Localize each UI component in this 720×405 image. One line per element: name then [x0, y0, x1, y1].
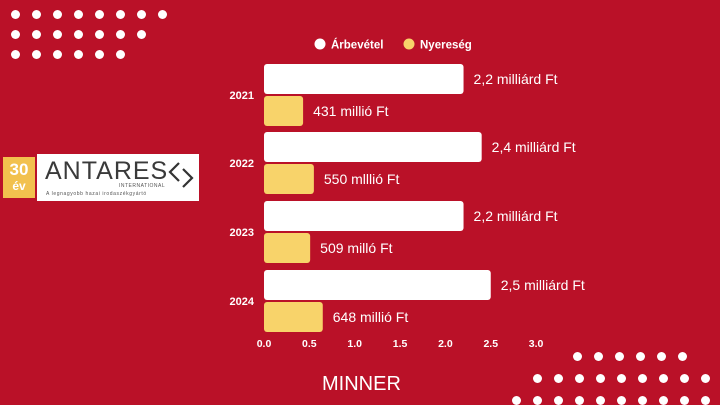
logo-name: ANTARES — [45, 157, 169, 185]
decorative-dot — [512, 396, 521, 405]
decorative-dot — [32, 50, 41, 59]
bar-profit — [264, 233, 311, 263]
decorative-dot — [596, 374, 605, 383]
category-label: 2022 — [230, 158, 254, 170]
bar-revenue — [264, 201, 464, 231]
decorative-dot — [659, 396, 668, 405]
x-tick-label: 1.0 — [347, 338, 362, 350]
legend-label-0: Árbevétel — [331, 39, 383, 52]
decorative-dot — [594, 352, 603, 361]
decorative-dot — [680, 396, 689, 405]
decorative-dot — [95, 10, 104, 19]
decorative-dot — [11, 50, 20, 59]
decorative-dot — [11, 30, 20, 39]
decorative-dot — [74, 10, 83, 19]
decorative-dot — [554, 396, 563, 405]
decorative-dot — [680, 374, 689, 383]
decorative-dot — [74, 50, 83, 59]
data-label: 550 mlllió Ft — [324, 171, 400, 187]
decorative-dot — [554, 374, 563, 383]
decorative-dot — [116, 50, 125, 59]
data-label: 2,5 milliárd Ft — [501, 277, 585, 293]
logo-subtitle: INTERNATIONAL — [119, 183, 166, 189]
decorative-dot — [636, 352, 645, 361]
antares-logo: ANTARES INTERNATIONAL A legnagyobb hazai… — [37, 154, 199, 201]
decorative-dot — [32, 10, 41, 19]
data-label: 431 millió Ft — [313, 103, 389, 119]
decorative-dot — [137, 30, 146, 39]
decorative-dot — [638, 396, 647, 405]
decorative-dot — [573, 352, 582, 361]
logo-tagline: A legnagyobb hazai irodaszékgyártó — [46, 191, 147, 197]
decorative-dot — [53, 30, 62, 39]
decorative-dot — [137, 10, 146, 19]
legend-marker-1 — [403, 38, 415, 50]
decorative-dot — [53, 50, 62, 59]
decorative-dot — [657, 352, 666, 361]
x-tick-label: 3.0 — [529, 338, 544, 350]
decorative-dot — [617, 374, 626, 383]
decorative-dot — [158, 10, 167, 19]
decorative-dot — [638, 374, 647, 383]
chevron-arrows-icon — [168, 162, 194, 188]
decorative-dot — [53, 10, 62, 19]
anniversary-badge: 30 év — [3, 157, 35, 198]
legend-label-1: Nyereség — [420, 40, 472, 52]
x-tick-label: 0.0 — [257, 338, 272, 350]
data-label: 2,2 milliárd Ft — [474, 208, 558, 224]
decorative-dot — [116, 30, 125, 39]
bar-profit — [264, 96, 304, 126]
bar-revenue — [264, 270, 491, 300]
brand-name: MINNER — [322, 373, 401, 395]
bar-profit — [264, 164, 314, 194]
decorative-dot — [701, 374, 710, 383]
data-label: 2,2 milliárd Ft — [474, 71, 558, 87]
anniversary-unit: év — [12, 179, 26, 193]
decorative-dot — [11, 10, 20, 19]
decorative-dot — [95, 50, 104, 59]
decorative-dot — [701, 396, 710, 405]
x-tick-label: 2.5 — [483, 338, 498, 350]
decorative-dot — [74, 30, 83, 39]
decorative-dot — [32, 30, 41, 39]
decorative-dot — [533, 374, 542, 383]
decorative-dot — [575, 396, 584, 405]
x-tick-label: 1.5 — [393, 338, 408, 350]
bar-revenue — [264, 64, 464, 94]
decorative-dot — [615, 352, 624, 361]
data-label: 509 milló Ft — [320, 240, 392, 256]
decorative-dot — [678, 352, 687, 361]
decorative-dot — [116, 10, 125, 19]
decorative-dot — [95, 30, 104, 39]
data-label: 648 millió Ft — [333, 309, 409, 325]
decorative-dot — [617, 396, 626, 405]
legend-marker-0 — [314, 38, 326, 50]
category-label: 2021 — [230, 90, 254, 102]
category-label: 2023 — [230, 227, 254, 239]
anniversary-number: 30 — [9, 160, 29, 179]
decorative-dot — [596, 396, 605, 405]
bar-profit — [264, 302, 323, 332]
x-tick-label: 0.5 — [302, 338, 317, 350]
category-label: 2024 — [230, 296, 255, 308]
x-tick-label: 2.0 — [438, 338, 453, 350]
decorative-dot — [533, 396, 542, 405]
decorative-dot — [575, 374, 584, 383]
decorative-dot — [659, 374, 668, 383]
bar-revenue — [264, 132, 482, 162]
data-label: 2,4 milliárd Ft — [492, 139, 576, 155]
